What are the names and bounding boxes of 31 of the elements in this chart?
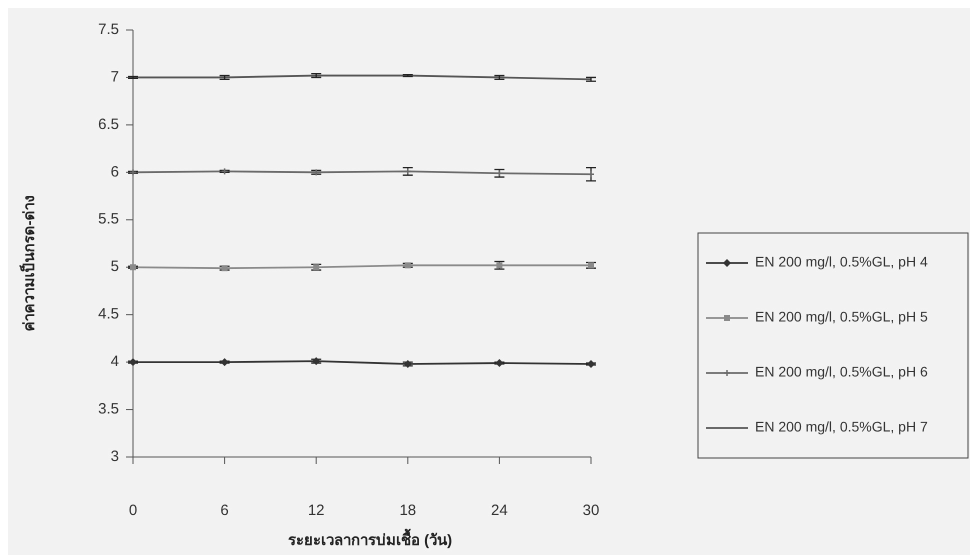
point [220, 358, 229, 366]
legend-label: EN 200 mg/l, 0.5%GL, pH 4 [755, 254, 928, 270]
y-tick-label: 6.5 [98, 116, 119, 133]
point [129, 358, 137, 366]
y-tick-label: 3.5 [98, 400, 119, 418]
y-tick-label: 3 [110, 448, 119, 465]
legend-label: EN 200 mg/l, 0.5%GL, pH 6 [755, 364, 928, 380]
x-tick-label: 12 [308, 502, 325, 519]
y-tick-label: 7.5 [98, 20, 119, 38]
y-tick-label: 4 [110, 353, 119, 370]
point [404, 262, 411, 268]
x-axis-title: ระยะเวลาการบ่มเชื้อ (วัน) [288, 528, 452, 549]
point [222, 265, 228, 272]
point [495, 359, 504, 368]
y-axis-title: ค่าความเป็นกรด-ด่าง [19, 196, 38, 332]
y-tick-label: 5 [110, 258, 119, 276]
x-tick-label: 18 [399, 502, 416, 519]
legend-label: EN 200 mg/l, 0.5%GL, pH 5 [755, 308, 928, 325]
x-tick-label: 24 [491, 502, 508, 519]
point [130, 264, 136, 270]
point [313, 264, 320, 270]
point [588, 262, 594, 268]
x-tick-label: 30 [582, 502, 600, 519]
legend-label: EN 200 mg/l, 0.5%GL, pH 7 [755, 418, 928, 435]
y-tick-label: 6 [110, 163, 119, 180]
y-tick-label: 7 [110, 68, 119, 86]
x-tick-label: 6 [220, 502, 229, 519]
point [587, 360, 595, 368]
x-tick-label: 0 [128, 502, 138, 519]
y-tick-label: 5.5 [98, 210, 119, 228]
y-tick-label: 4.5 [98, 306, 119, 323]
